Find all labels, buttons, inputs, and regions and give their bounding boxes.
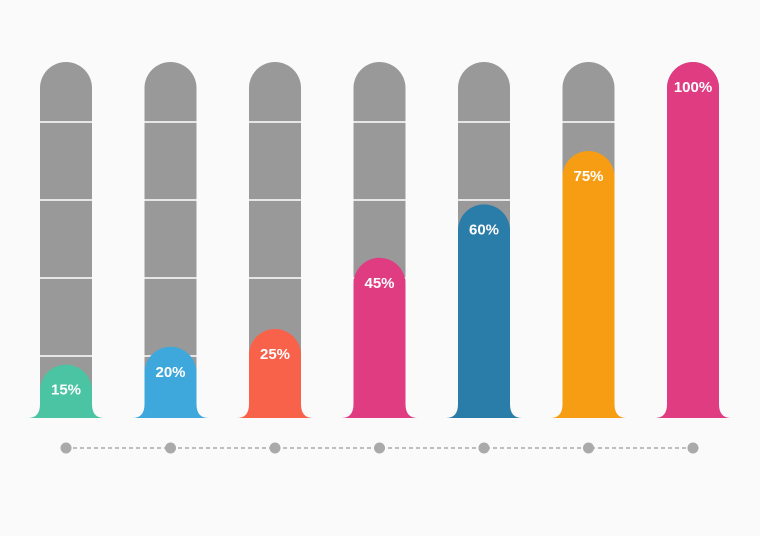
axis-dot [478, 442, 490, 454]
bar [237, 329, 313, 418]
value-label: 20% [155, 364, 185, 381]
axis-dot [687, 442, 699, 454]
axis-dot [583, 442, 594, 454]
bar-track [40, 62, 92, 418]
bar-track [144, 62, 197, 418]
value-label: 15% [51, 382, 81, 399]
axis-dot [269, 442, 281, 454]
bar [341, 257, 418, 418]
value-label: 100% [674, 79, 712, 96]
bar-track [249, 62, 301, 418]
axis-dot [165, 442, 176, 454]
bar [550, 151, 627, 418]
bar [28, 364, 104, 418]
value-label: 75% [573, 168, 603, 185]
axis-dot [60, 442, 72, 454]
bar [655, 62, 731, 418]
value-label: 25% [260, 346, 290, 363]
value-label: 60% [469, 221, 499, 238]
bar [132, 346, 209, 418]
value-label: 45% [364, 275, 394, 292]
axis-dot [374, 442, 385, 454]
bar [446, 204, 522, 418]
